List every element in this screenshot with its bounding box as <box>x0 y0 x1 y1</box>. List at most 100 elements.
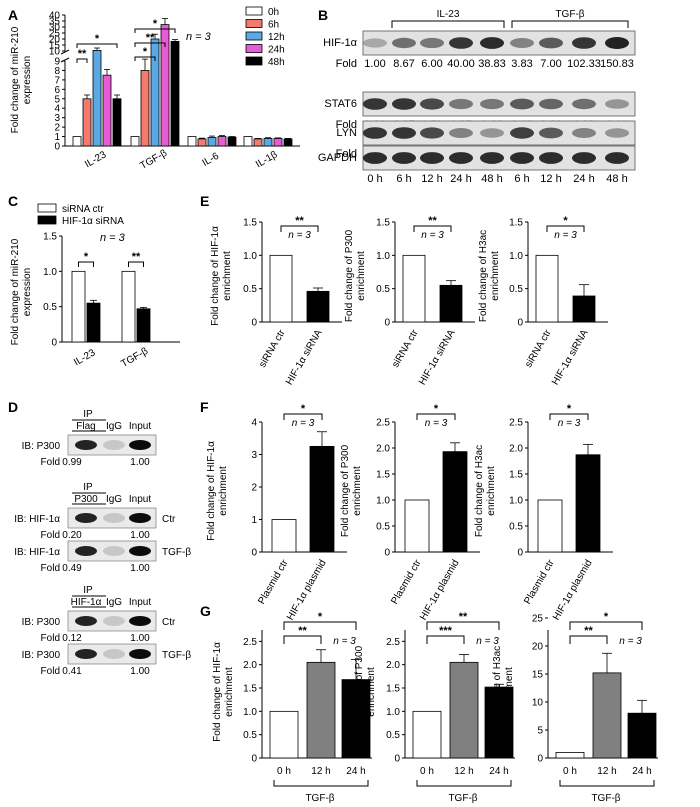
G1-group-bracket <box>273 780 369 787</box>
G3-y-tick-label: 25 <box>532 614 544 625</box>
G1-sig-near-bracket <box>283 635 322 644</box>
B-row-label: HIF-1α <box>323 37 358 49</box>
D-fold-value: 0.12 <box>62 633 82 644</box>
C-y-label: Fold change of miR-210 <box>10 238 21 345</box>
B-fold-value: 102.33 <box>567 58 601 70</box>
panel-label-A: A <box>8 7 18 23</box>
G1-y-tick-label: 2.0 <box>243 660 257 671</box>
F3-sig-bracket <box>549 413 589 420</box>
F3-y-tick-label: 0.5 <box>509 522 523 533</box>
C-sig-0-bracket <box>78 261 94 267</box>
E3-bar <box>535 254 559 323</box>
A-y-tick-label: 7 <box>54 75 60 86</box>
B-band <box>539 98 563 110</box>
B-fold-value: 150.83 <box>600 58 634 70</box>
G1-y-tick-label: 1.5 <box>243 684 257 695</box>
D-ib-label: IB: P300 <box>22 617 61 628</box>
D-fold-value: 1.00 <box>130 530 150 541</box>
E3-bar <box>572 295 596 323</box>
B-band <box>449 152 473 164</box>
F3-y-tick-label: 1.0 <box>509 496 523 507</box>
A-sig-il23-6h-stars: ** <box>78 48 87 60</box>
D-fold-value: 0.99 <box>62 457 82 468</box>
E2-bar <box>439 284 463 323</box>
B-lane-label: 6 h <box>514 173 529 185</box>
G3-y-tick-label: 5 <box>537 726 543 737</box>
B-band <box>392 152 416 164</box>
F3-y-label: enrichment <box>486 466 497 516</box>
E2-sig-bracket <box>413 225 452 232</box>
A-bar-6h <box>140 70 150 147</box>
D-band <box>103 440 125 450</box>
F1-y-tick-label: 3 <box>251 450 257 461</box>
B-band <box>363 38 387 48</box>
A-axis-break <box>60 49 70 55</box>
E1-x-tick-label: siRNA ctr <box>257 327 288 369</box>
A-y-tick-label: 9 <box>54 57 60 68</box>
F2-y-tick-label: 0 <box>384 548 390 559</box>
F1-y-tick-label: 4 <box>251 418 257 429</box>
D-lane-label: HIF-1α <box>71 597 102 608</box>
B-band <box>480 98 504 110</box>
E2-x-tick-label: HIF-1α siRNA <box>417 328 458 387</box>
B-fold-value: 8.67 <box>393 58 414 70</box>
E1-y-tick-label: 0 <box>251 318 257 329</box>
D-band <box>129 440 151 450</box>
G2-y-label: enrichment <box>366 667 377 717</box>
C-n-label: n = 3 <box>100 232 126 244</box>
G3-sig-far-stars: * <box>604 611 609 623</box>
G1-y-tick-label: 2.5 <box>243 637 257 648</box>
D-ib-label: IB: P300 <box>22 650 61 661</box>
F1-sig-bracket <box>283 413 323 420</box>
B-fold-value: 3.83 <box>511 58 532 70</box>
F2-x-tick-label: HIF-1α plasmid <box>418 558 462 622</box>
G3-y-label: Fold change of H3ac <box>492 646 503 738</box>
G3-sig-near-stars: ** <box>584 625 593 637</box>
B-band <box>449 128 473 138</box>
G2-y-tick-label: 1.0 <box>386 707 400 718</box>
panel-label-C: C <box>8 193 18 209</box>
E3-y-tick-label: 1.0 <box>509 251 523 262</box>
A-legend-label: 0h <box>268 7 279 18</box>
D-fold-value: 0.41 <box>62 666 82 677</box>
G2-n-label: n = 3 <box>476 636 499 647</box>
B-row-label: LYN <box>336 127 357 139</box>
E1-sig-n: n = 3 <box>288 230 311 241</box>
D-fold-value: 1.00 <box>130 457 150 468</box>
E1-y-tick-label: 1.5 <box>243 218 257 229</box>
D-side-label: Ctr <box>162 617 176 628</box>
B-lane-label: 48 h <box>481 173 502 185</box>
A-bar-0h <box>72 136 82 147</box>
C-x-tick-label: IL-23 <box>72 347 98 368</box>
D-side-label: TGF-β <box>162 547 191 558</box>
E2-y-tick-label: 1.5 <box>376 218 390 229</box>
A-bar-12h <box>263 138 273 147</box>
F1-y-label: Fold change of HIF-1α <box>206 441 217 541</box>
F1-y-tick-label: 2 <box>251 483 257 494</box>
E3-y-tick-label: 1.5 <box>509 218 523 229</box>
D-band <box>75 440 97 450</box>
D-fold-label: Fold <box>41 563 60 574</box>
D-lane-label: P300 <box>74 494 98 505</box>
D-blot <box>67 434 157 456</box>
A-y-tick-label: 4 <box>54 104 60 115</box>
F1-sig-stars: * <box>301 403 306 415</box>
F2-x-tick-label: Plasmid ctr <box>389 557 424 606</box>
G1-x-tick-label: 0 h <box>277 766 291 777</box>
E1-bar <box>306 290 330 323</box>
B-band <box>420 98 444 110</box>
C-y-tick-label: 1.5 <box>43 232 57 243</box>
E2-y-tick-label: 1.0 <box>376 251 390 262</box>
C-bar-siRNA ctr <box>71 270 86 343</box>
C-sig-1-bracket <box>128 261 144 267</box>
A-bar-48h <box>283 138 293 147</box>
C-legend-swatch <box>37 215 57 225</box>
B-row-label: GAPDH <box>318 152 357 164</box>
A-bar-12h <box>92 50 102 147</box>
G3-y-tick-label: 15 <box>532 670 544 681</box>
E2-bar <box>402 254 426 323</box>
G1-sig-near-stars: ** <box>298 625 307 637</box>
G3-x-tick-label: 0 h <box>563 766 577 777</box>
E3-sig-bracket <box>546 225 585 232</box>
D-lane-label: Input <box>129 597 151 608</box>
